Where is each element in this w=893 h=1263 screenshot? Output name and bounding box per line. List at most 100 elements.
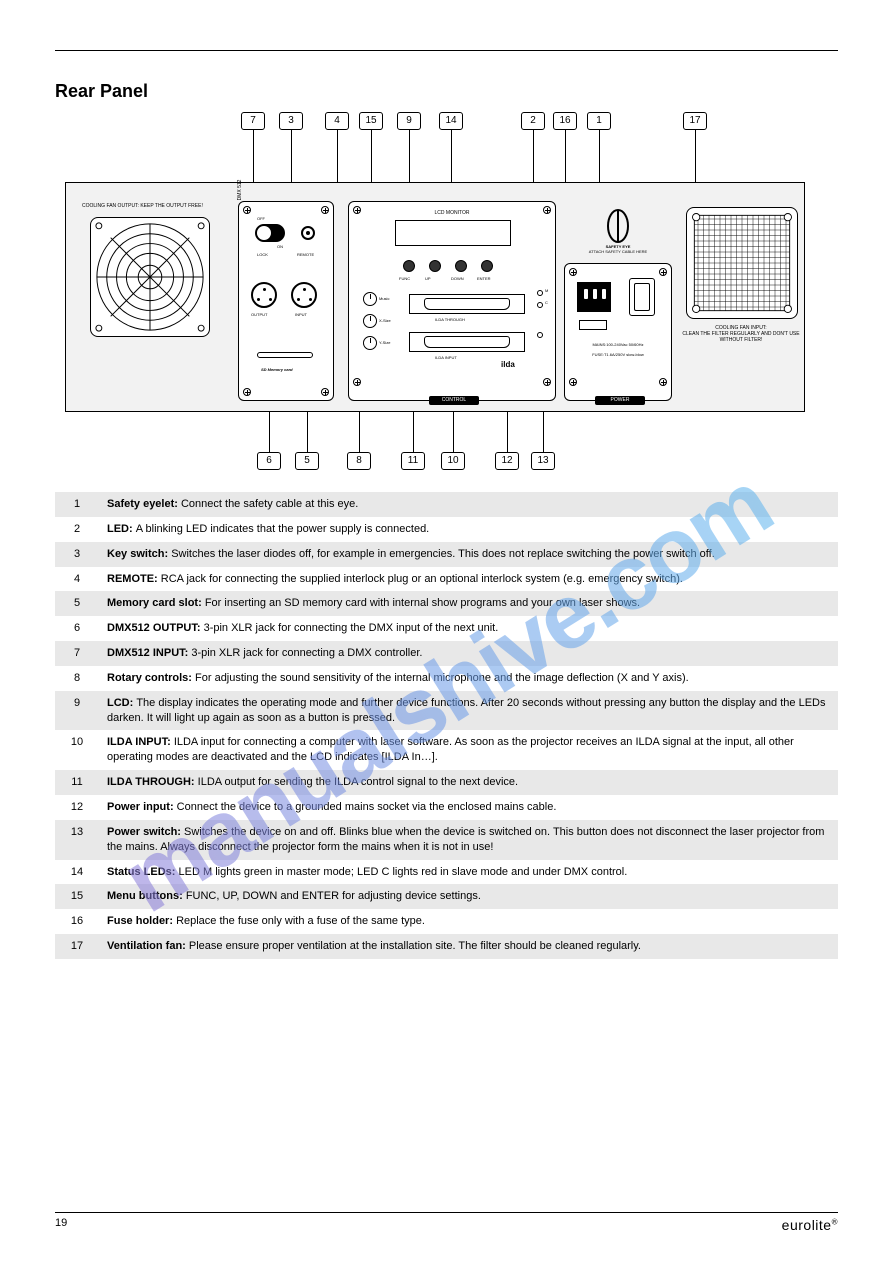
row-number: 8 (55, 666, 99, 691)
row-number: 16 (55, 909, 99, 934)
row-desc: Power input: Connect the device to a gro… (99, 795, 838, 820)
up-button (429, 260, 441, 272)
led-m (537, 290, 543, 296)
ilda-through (409, 294, 525, 314)
sd-card-slot (257, 352, 313, 358)
row-desc: REMOTE: RCA jack for connecting the supp… (99, 567, 838, 592)
down-button (455, 260, 467, 272)
table-row: 5Memory card slot: For inserting an SD m… (55, 591, 838, 616)
row-number: 1 (55, 492, 99, 517)
row-number: 2 (55, 517, 99, 542)
table-row: 11ILDA THROUGH: ILDA output for sending … (55, 770, 838, 795)
section-title: Rear Panel (55, 81, 838, 102)
row-desc: Fuse holder: Replace the fuse only with … (99, 909, 838, 934)
control-tag: CONTROL (429, 396, 479, 405)
row-desc: Menu buttons: FUNC, UP, DOWN and ENTER f… (99, 884, 838, 909)
callout-16: 16 (553, 112, 577, 130)
row-number: 6 (55, 616, 99, 641)
callout-17: 17 (683, 112, 707, 130)
ilda-input (409, 332, 525, 352)
led-c (537, 302, 543, 308)
row-number: 4 (55, 567, 99, 592)
callout-15: 15 (359, 112, 383, 130)
row-number: 9 (55, 691, 99, 731)
lcd-monitor (395, 220, 511, 246)
cooling-fan-input (686, 207, 798, 319)
table-row: 6DMX512 OUTPUT: 3-pin XLR jack for conne… (55, 616, 838, 641)
table-row: 17Ventilation fan: Please ensure proper … (55, 934, 838, 959)
callout-1: 1 (587, 112, 611, 130)
row-desc: LCD: The display indicates the operating… (99, 691, 838, 731)
row-number: 17 (55, 934, 99, 959)
table-row: 9LCD: The display indicates the operatin… (55, 691, 838, 731)
row-desc: Memory card slot: For inserting an SD me… (99, 591, 838, 616)
row-desc: ILDA INPUT: ILDA input for connecting a … (99, 730, 838, 770)
row-desc: Power switch: Switches the device on and… (99, 820, 838, 860)
xsize-knob (363, 314, 377, 328)
row-desc: ILDA THROUGH: ILDA output for sending th… (99, 770, 838, 795)
row-desc: DMX512 INPUT: 3-pin XLR jack for connect… (99, 641, 838, 666)
page-number: 19 (55, 1217, 67, 1233)
dmx-panel: DMX 512 OFF ON LOCK REMOTE OUTPUT INPUT … (238, 201, 334, 401)
table-row: 4REMOTE: RCA jack for connecting the sup… (55, 567, 838, 592)
enter-button (481, 260, 493, 272)
callout-4: 4 (325, 112, 349, 130)
table-row: 1Safety eyelet: Connect the safety cable… (55, 492, 838, 517)
power-tag: POWER (595, 396, 645, 405)
row-number: 14 (55, 860, 99, 885)
table-row: 7DMX512 INPUT: 3-pin XLR jack for connec… (55, 641, 838, 666)
callout-14: 14 (439, 112, 463, 130)
safety-eye: SAFETY EYE ATTACH SAFETY CABLE HERE (588, 208, 648, 254)
row-number: 15 (55, 884, 99, 909)
fan-output-label: COOLING FAN OUTPUT: KEEP THE OUTPUT FREE… (82, 203, 222, 209)
row-number: 10 (55, 730, 99, 770)
fuse-holder (579, 320, 607, 330)
callout-12: 12 (495, 452, 519, 470)
brand-logo: eurolite® (782, 1217, 838, 1233)
page-footer: 19 eurolite® (55, 1212, 838, 1233)
control-panel: LCD MONITOR FUNCUPDOWNENTER Music X-Size… (348, 201, 556, 401)
top-rule (55, 50, 838, 51)
cooling-fan-output (90, 217, 210, 337)
table-row: 10ILDA INPUT: ILDA input for connecting … (55, 730, 838, 770)
callout-8: 8 (347, 452, 371, 470)
row-desc: Rotary controls: For adjusting the sound… (99, 666, 838, 691)
power-switch (629, 278, 655, 316)
description-table: 1Safety eyelet: Connect the safety cable… (55, 492, 838, 959)
power-panel: MAINS:100-240Vac 50/60Hz FUSE:T1.6A/250V… (564, 263, 672, 401)
table-row: 16Fuse holder: Replace the fuse only wit… (55, 909, 838, 934)
menu-buttons (403, 260, 493, 272)
row-desc: Key switch: Switches the laser diodes of… (99, 542, 838, 567)
callout-3: 3 (279, 112, 303, 130)
rear-panel-diagram: 73415914216117 COOLING FAN OUTPUT: KEEP … (65, 112, 805, 482)
row-number: 12 (55, 795, 99, 820)
row-desc: LED: A blinking LED indicates that the p… (99, 517, 838, 542)
callout-7: 7 (241, 112, 265, 130)
row-number: 3 (55, 542, 99, 567)
func-button (403, 260, 415, 272)
fan-input-label: COOLING FAN INPUT: CLEAN THE FILTER REGU… (678, 325, 804, 343)
row-number: 13 (55, 820, 99, 860)
dmx512-label: DMX 512 (237, 170, 243, 210)
row-number: 7 (55, 641, 99, 666)
dmx-output (251, 282, 277, 308)
table-row: 3Key switch: Switches the laser diodes o… (55, 542, 838, 567)
table-row: 12Power input: Connect the device to a g… (55, 795, 838, 820)
callout-11: 11 (401, 452, 425, 470)
callout-5: 5 (295, 452, 319, 470)
table-row: 13Power switch: Switches the device on a… (55, 820, 838, 860)
power-led (537, 332, 543, 338)
callout-9: 9 (397, 112, 421, 130)
table-row: 2LED: A blinking LED indicates that the … (55, 517, 838, 542)
callout-10: 10 (441, 452, 465, 470)
table-row: 14Status LEDs: LED M lights green in mas… (55, 860, 838, 885)
row-number: 5 (55, 591, 99, 616)
row-desc: Status LEDs: LED M lights green in maste… (99, 860, 838, 885)
table-row: 8Rotary controls: For adjusting the soun… (55, 666, 838, 691)
row-number: 11 (55, 770, 99, 795)
power-input (577, 282, 611, 312)
ysize-knob (363, 336, 377, 350)
key-switch (255, 224, 285, 242)
callout-6: 6 (257, 452, 281, 470)
table-row: 15Menu buttons: FUNC, UP, DOWN and ENTER… (55, 884, 838, 909)
